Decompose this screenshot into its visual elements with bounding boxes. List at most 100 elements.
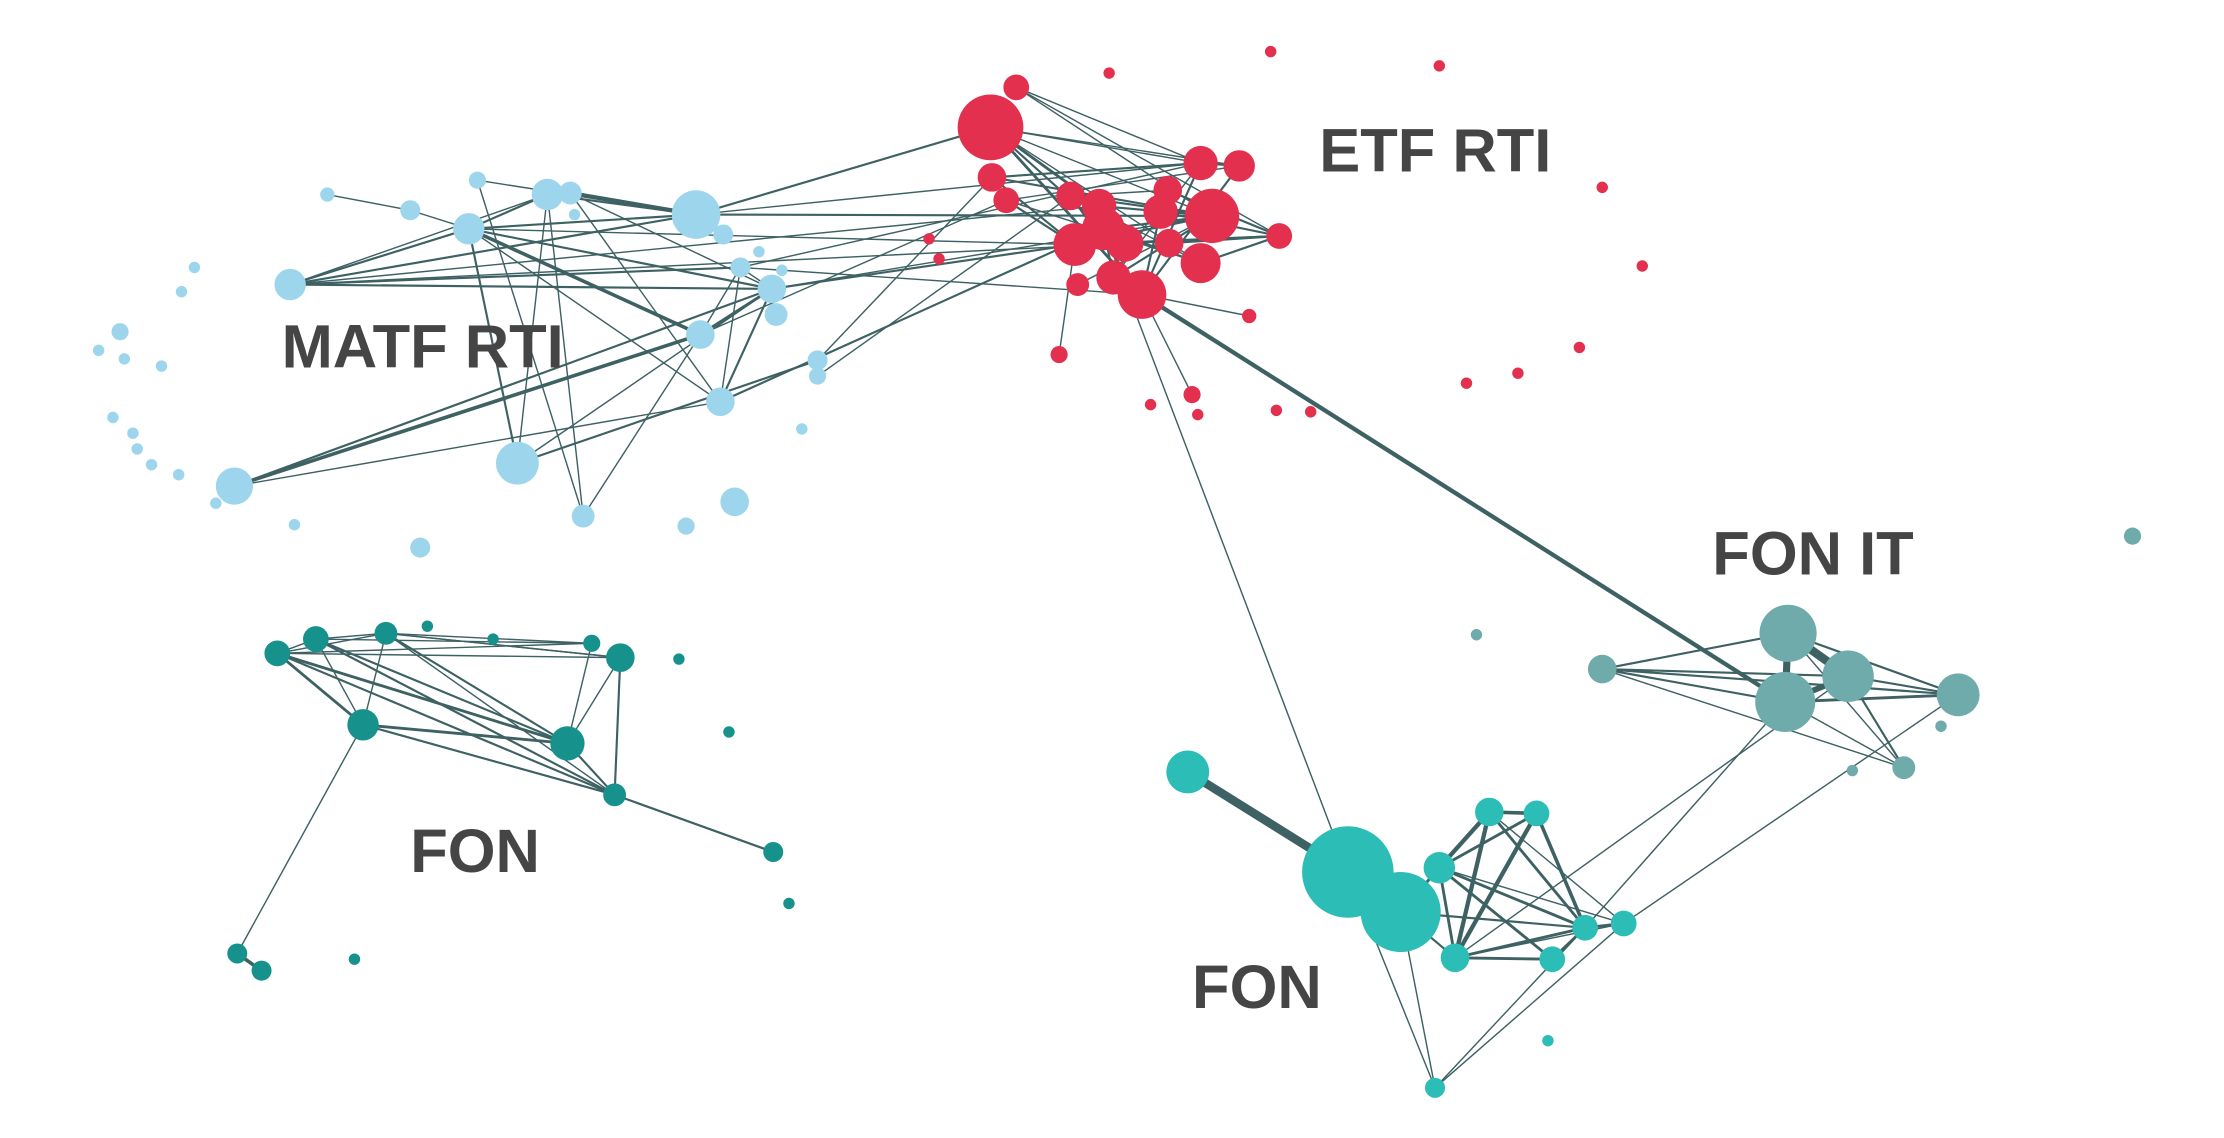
edge bbox=[467, 228, 519, 464]
edge bbox=[566, 643, 593, 744]
labels-layer: MATF RTI ETF RTI FON FON IT FON bbox=[282, 117, 1914, 1022]
edge bbox=[719, 267, 742, 402]
edge bbox=[385, 632, 621, 659]
node-etf-rti bbox=[1154, 228, 1184, 258]
node-matf-rti bbox=[796, 423, 808, 435]
edge bbox=[315, 638, 592, 645]
node-fon-right bbox=[1423, 852, 1456, 884]
edge bbox=[1488, 811, 1625, 925]
edge bbox=[1439, 867, 1624, 925]
node-fon-it bbox=[1822, 650, 1874, 702]
node-matf-rti bbox=[677, 517, 695, 535]
edge bbox=[290, 283, 772, 290]
edge bbox=[277, 642, 592, 655]
node-matf-rti bbox=[410, 537, 431, 558]
nodes-layer bbox=[92, 45, 2142, 1098]
edge bbox=[468, 228, 721, 403]
node-fon-it bbox=[1587, 654, 1617, 684]
node-etf-rti bbox=[1192, 408, 1204, 421]
edge bbox=[695, 162, 1201, 216]
node-etf-rti bbox=[1183, 145, 1218, 181]
node-matf-rti bbox=[720, 487, 749, 517]
node-matf-rti bbox=[468, 171, 486, 189]
edge bbox=[468, 228, 1075, 246]
edge bbox=[517, 288, 773, 464]
node-fon-left bbox=[606, 643, 635, 672]
node-etf-rti bbox=[1053, 223, 1097, 266]
edge bbox=[289, 227, 470, 286]
node-etf-rti bbox=[1304, 406, 1317, 418]
node-matf-rti bbox=[776, 264, 788, 276]
node-fon-left bbox=[783, 897, 795, 910]
edge bbox=[385, 632, 616, 796]
cluster-label-fon-left: FON bbox=[410, 817, 540, 886]
edge bbox=[1102, 228, 1349, 873]
node-matf-rti bbox=[753, 245, 765, 258]
node-matf-rti bbox=[400, 200, 421, 221]
node-fon-it bbox=[1892, 756, 1916, 780]
cluster-label-fon-it: FON IT bbox=[1712, 520, 1913, 589]
node-matf-rti bbox=[671, 190, 721, 239]
node-fon-right bbox=[1475, 797, 1504, 827]
edge bbox=[771, 243, 1075, 290]
node-etf-rti bbox=[1636, 260, 1648, 272]
node-etf-rti bbox=[1223, 150, 1255, 182]
edge bbox=[517, 359, 818, 465]
edge bbox=[315, 638, 364, 726]
edge bbox=[1454, 922, 1624, 959]
edge bbox=[277, 632, 387, 655]
node-etf-rti bbox=[993, 187, 1020, 214]
edge bbox=[362, 723, 615, 796]
node-fon-left bbox=[251, 960, 272, 981]
node-fon-left bbox=[347, 709, 379, 741]
edge bbox=[276, 652, 364, 726]
node-fon-left bbox=[421, 620, 434, 632]
node-etf-rti bbox=[1144, 398, 1157, 411]
node-fon-right bbox=[1523, 800, 1550, 827]
edge bbox=[582, 334, 701, 517]
node-matf-rti bbox=[807, 350, 828, 371]
node-etf-rti bbox=[1264, 45, 1277, 58]
edge bbox=[1140, 292, 1787, 704]
node-matf-rti bbox=[172, 468, 185, 481]
node-matf-rti bbox=[131, 443, 143, 455]
node-matf-rti bbox=[175, 285, 188, 298]
edge bbox=[277, 652, 621, 659]
node-fon-right bbox=[1360, 872, 1441, 953]
node-matf-rti bbox=[757, 274, 787, 304]
node-fon-right bbox=[1542, 1034, 1554, 1047]
node-matf-rti bbox=[155, 360, 168, 372]
node-etf-rti bbox=[1573, 341, 1586, 354]
edge bbox=[1455, 956, 1553, 961]
edge bbox=[1438, 812, 1538, 869]
node-matf-rti bbox=[118, 353, 131, 365]
node-etf-rti bbox=[1066, 273, 1090, 297]
node-matf-rti bbox=[111, 323, 129, 341]
node-etf-rti bbox=[1183, 386, 1201, 404]
node-fon-right bbox=[1166, 750, 1210, 794]
edge bbox=[1602, 667, 1786, 703]
node-etf-rti bbox=[1433, 60, 1446, 72]
node-fon-left bbox=[374, 621, 398, 645]
node-etf-rti bbox=[933, 253, 945, 265]
edge bbox=[234, 287, 773, 488]
edge bbox=[476, 180, 584, 517]
edge bbox=[1438, 866, 1586, 930]
node-matf-rti bbox=[558, 181, 582, 205]
node-matf-rti bbox=[495, 441, 539, 485]
node-etf-rti bbox=[1103, 67, 1115, 79]
edge bbox=[1434, 922, 1625, 1089]
node-matf-rti bbox=[706, 387, 735, 417]
node-fon-right bbox=[1440, 943, 1470, 973]
edge bbox=[385, 632, 568, 745]
node-etf-rti bbox=[1460, 377, 1473, 389]
cluster-label-fon-right: FON bbox=[1192, 953, 1322, 1022]
edge bbox=[468, 213, 697, 230]
edge bbox=[1584, 701, 1786, 929]
node-fon-left bbox=[763, 841, 784, 863]
edge bbox=[1623, 694, 1959, 925]
node-fon-right bbox=[1539, 946, 1566, 973]
edge bbox=[468, 227, 773, 290]
edge bbox=[817, 195, 1071, 377]
